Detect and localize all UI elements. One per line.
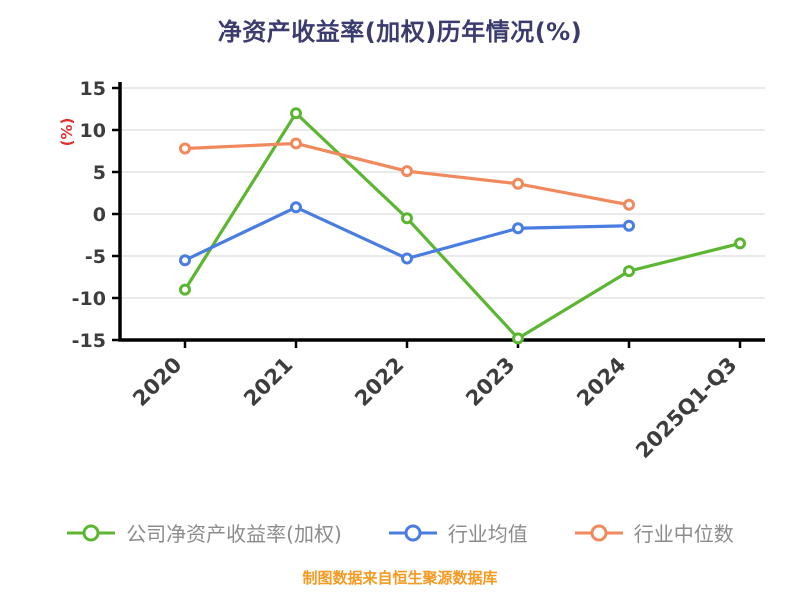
x-tick-label: 2023	[461, 353, 519, 411]
legend-marker-industry-median-icon	[574, 524, 623, 541]
chart-title: 净资产收益率(加权)历年情况(%)	[217, 18, 583, 46]
x-tick-label: 2025Q1-Q3	[631, 353, 741, 463]
data-point	[290, 201, 302, 214]
data-point	[512, 177, 524, 190]
y-tick-label: -5	[85, 246, 106, 268]
legend-ring-icon	[590, 524, 608, 541]
legend-item-industry-mean: 行业均值	[388, 518, 528, 547]
legend-ring-icon	[82, 524, 100, 541]
data-point	[179, 283, 191, 296]
data-point	[290, 107, 302, 120]
x-tick-label: 2020	[128, 353, 186, 411]
legend-item-company-roe: 公司净资产收益率(加权)	[66, 518, 342, 547]
x-tick-label: 2021	[239, 353, 297, 411]
y-tick-label: 15	[80, 78, 106, 100]
y-tick-label: 10	[80, 120, 106, 142]
data-point	[623, 219, 635, 232]
axes	[118, 82, 765, 342]
data-point	[401, 212, 413, 225]
legend-marker-company-roe-icon	[67, 524, 116, 541]
data-point	[623, 265, 635, 278]
data-point	[179, 254, 191, 267]
data-point	[734, 237, 746, 250]
data-source-note: 制图数据来自恒生聚源数据库	[302, 569, 498, 587]
data-point	[179, 142, 191, 155]
y-tick-label: 0	[93, 204, 106, 226]
series-line	[183, 111, 742, 340]
y-axis-unit-label: (%)	[58, 118, 76, 147]
data-point	[623, 198, 635, 211]
x-tick-label: 2022	[350, 353, 408, 411]
legend-item-industry-median: 行业中位数	[574, 518, 734, 547]
data-point	[512, 222, 524, 235]
data-point	[512, 332, 524, 345]
chart-legend: 公司净资产收益率(加权) 行业均值 行业中位数	[0, 518, 800, 547]
legend-label-company-roe: 公司净资产收益率(加权)	[126, 522, 342, 546]
legend-label-industry-mean: 行业均值	[447, 522, 528, 546]
data-point	[401, 165, 413, 178]
data-point	[401, 252, 413, 265]
line-chart-canvas: 15 10 5 0 -5 -10 -15 2020 2021 2022 2023 2024 2025Q1…	[58, 78, 765, 463]
legend-ring-icon	[404, 524, 422, 541]
x-tick-label: 2024	[572, 353, 630, 411]
y-tick-label: 5	[93, 162, 106, 184]
legend-label-industry-median: 行业中位数	[633, 522, 734, 546]
data-point	[290, 137, 302, 150]
y-tick-label: -15	[72, 330, 106, 352]
y-tick-label: -10	[72, 288, 106, 310]
legend-marker-industry-mean-icon	[388, 524, 437, 541]
